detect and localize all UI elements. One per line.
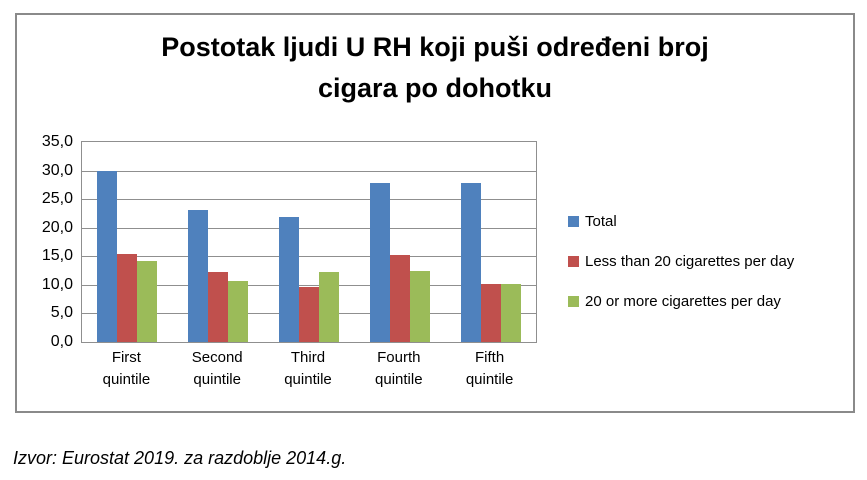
bar-20-or-more-cigarettes-per-day-2 bbox=[228, 281, 249, 342]
y-tick-label: 30,0 bbox=[41, 161, 73, 179]
gridline bbox=[82, 256, 536, 258]
gridline bbox=[82, 170, 536, 172]
chart-title: Postotak ljudi U RH koji puši određeni b… bbox=[161, 32, 709, 103]
x-axis-label-3: Third quintile bbox=[284, 349, 332, 388]
legend-swatch-total bbox=[568, 215, 579, 227]
legend-item-20-or-more: 20 or more cigarettes per day bbox=[568, 291, 794, 311]
bar-total-3 bbox=[279, 216, 299, 342]
y-tick-label: 0,0 bbox=[50, 333, 73, 350]
bar-less-than-20-cigarettes-per-day-1 bbox=[117, 254, 138, 342]
bar-less-than-20-cigarettes-per-day-4 bbox=[389, 254, 410, 342]
legend-label-20-or-more: 20 or more cigarettes per day bbox=[585, 292, 781, 310]
y-tick-label: 10,0 bbox=[41, 275, 73, 293]
y-tick-label: 15,0 bbox=[41, 247, 73, 265]
bar-less-than-20-cigarettes-per-day-5 bbox=[480, 283, 501, 342]
bar-total-2 bbox=[188, 210, 209, 342]
bar-total-4 bbox=[369, 182, 390, 342]
source-caption: Izvor: Eurostat 2019. za razdoblje 2014.… bbox=[13, 448, 347, 468]
chart-frame: Postotak ljudi U RH koji puši određeni b… bbox=[15, 13, 855, 413]
bar-less-than-20-cigarettes-per-day-2 bbox=[208, 271, 229, 342]
gridline bbox=[82, 199, 536, 201]
legend-swatch-less-than-20 bbox=[568, 255, 579, 267]
gridline bbox=[82, 284, 536, 286]
y-tick-label: 25,0 bbox=[41, 190, 73, 208]
bar-less-than-20-cigarettes-per-day-3 bbox=[299, 287, 319, 342]
bar-total-5 bbox=[460, 182, 481, 342]
legend-item-less-than-20: Less than 20 cigarettes per day bbox=[568, 251, 794, 271]
legend-label-total: Total bbox=[585, 212, 617, 230]
gridline bbox=[82, 227, 536, 229]
plot-area bbox=[81, 141, 537, 343]
bar-total-1 bbox=[97, 171, 118, 342]
bar-20-or-more-cigarettes-per-day-1 bbox=[137, 260, 158, 342]
x-axis-label-1: First quintile bbox=[102, 349, 151, 388]
bar-20-or-more-cigarettes-per-day-3 bbox=[319, 272, 339, 342]
bar-20-or-more-cigarettes-per-day-5 bbox=[500, 283, 521, 342]
legend: Total Less than 20 cigarettes per day 20… bbox=[568, 211, 794, 311]
legend-label-less-than-20: Less than 20 cigarettes per day bbox=[585, 252, 795, 270]
y-tick-label: 5,0 bbox=[50, 304, 73, 322]
legend-swatch-20-or-more bbox=[568, 295, 579, 307]
legend-item-total: Total bbox=[568, 211, 794, 231]
y-tick-label: 35,0 bbox=[41, 133, 73, 150]
bar-20-or-more-cigarettes-per-day-4 bbox=[409, 271, 430, 342]
x-axis-label-2: Second quintile bbox=[191, 349, 243, 388]
y-tick-label: 20,0 bbox=[41, 218, 73, 236]
x-axis-label-4: Fourth quintile bbox=[375, 349, 423, 388]
x-axis-label-5: Fifth quintile bbox=[465, 349, 514, 388]
